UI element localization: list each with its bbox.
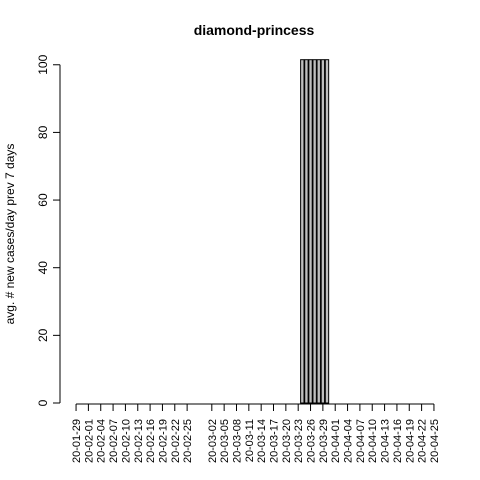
x-tick-label: 20-03-14 <box>256 419 268 463</box>
x-tick-label: 20-03-20 <box>281 419 293 463</box>
x-tick-label: 20-04-01 <box>330 419 342 463</box>
y-tick-label: 80 <box>36 125 50 139</box>
bar <box>312 59 317 404</box>
x-tick-label: 20-04-16 <box>392 419 404 463</box>
x-tick-label: 20-04-25 <box>429 419 441 463</box>
x-tick-label: 20-03-29 <box>318 419 330 463</box>
x-axis: 20-01-29 20-02-01 20-02-04 20-02-07 20-02-10… <box>71 403 441 463</box>
x-tick-label: 20-04-22 <box>417 419 429 463</box>
x-tick-label: 20-03-23 <box>293 419 305 463</box>
bar <box>316 59 321 404</box>
x-tick-label: 20-03-05 <box>219 419 231 463</box>
bars <box>300 59 330 404</box>
bar <box>304 59 309 404</box>
x-tick-label: 20-04-10 <box>367 419 379 463</box>
x-tick-label: 20-03-17 <box>269 419 281 463</box>
y-axis: 0 20 40 60 80 100 <box>36 54 61 406</box>
x-tick-label: 20-02-10 <box>120 419 132 463</box>
x-tick-label: 20-02-22 <box>170 419 182 463</box>
x-tick-label: 20-03-02 <box>207 419 219 463</box>
bar <box>324 59 330 404</box>
y-tick-label: 40 <box>36 261 50 275</box>
chart-title: diamond-princess <box>194 22 315 38</box>
x-tick-label: 20-03-11 <box>244 419 256 462</box>
x-tick-label: 20-02-16 <box>145 419 157 463</box>
x-tick-label: 20-02-25 <box>182 419 194 463</box>
bar <box>320 59 326 404</box>
x-tick-label: 20-02-13 <box>133 419 145 463</box>
x-tick-label: 20-02-01 <box>83 419 95 463</box>
x-tick-label: 20-01-29 <box>71 419 83 463</box>
y-axis-label: avg. # new cases/day prev 7 days <box>3 144 17 325</box>
y-tick-label: 20 <box>36 328 50 342</box>
x-tick-label: 20-03-08 <box>231 419 243 463</box>
bar <box>308 59 313 404</box>
y-tick-label: 100 <box>36 54 50 74</box>
x-tick-label: 20-02-07 <box>108 419 120 463</box>
x-tick-label: 20-02-19 <box>157 419 169 463</box>
x-tick-label: 20-04-19 <box>404 419 416 463</box>
x-tick-label: 20-03-26 <box>306 419 318 463</box>
x-tick-label: 20-04-13 <box>380 419 392 463</box>
x-tick-label: 20-04-04 <box>343 419 355 463</box>
x-tick-label: 20-02-04 <box>96 419 108 463</box>
y-tick-label: 0 <box>36 399 50 406</box>
y-tick-label: 60 <box>36 193 50 207</box>
x-tick-label: 20-04-07 <box>355 419 367 463</box>
bar <box>300 59 305 404</box>
